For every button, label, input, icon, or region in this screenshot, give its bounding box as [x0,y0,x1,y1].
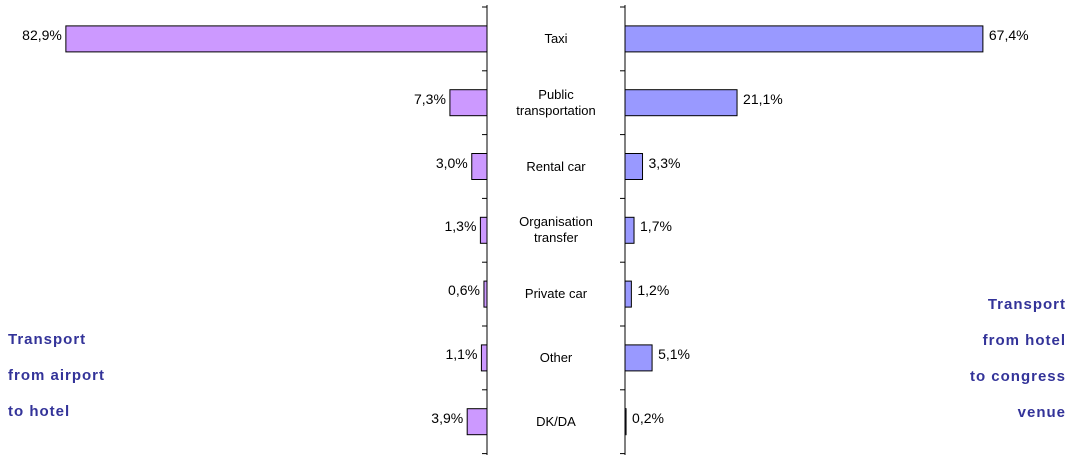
category-label: DK/DA [536,413,576,429]
bar [624,25,984,53]
value-label: 3,0% [435,154,468,171]
category-label: Organisation transfer [519,214,593,246]
bar [480,344,488,372]
value-label: 1,1% [445,345,478,362]
category-label: Other [539,349,573,365]
bar [624,153,644,180]
bar [65,25,488,53]
value-label: 1,2% [637,282,670,299]
value-label: 1,7% [640,218,672,235]
bar [449,89,488,117]
category-label: Private car [524,286,588,302]
bar [483,280,488,308]
bar [466,408,488,436]
value-label: 0,6% [448,282,480,299]
category-label: Public transportation [516,86,596,118]
series-label: Transport from hotel to congress venue [969,296,1066,421]
bar [624,408,627,436]
value-label: 7,3% [414,90,446,107]
value-label: 82,9% [22,26,62,43]
series-label: Transport from airport to hotel [8,331,106,420]
value-label: 3,9% [431,409,464,426]
bar [624,216,635,244]
value-label: 67,4% [988,26,1029,43]
bar [471,153,488,180]
value-label: 3,3% [648,154,681,171]
value-label: 5,1% [658,345,690,362]
value-label: 21,1% [743,90,783,107]
bar [479,216,488,244]
category-label: Rental car [526,158,586,174]
value-label: 1,3% [444,218,477,235]
value-label: 0,2% [632,409,664,426]
bar [624,344,653,372]
bar [624,280,632,308]
bar [624,89,738,117]
category-label: Taxi [544,30,568,46]
